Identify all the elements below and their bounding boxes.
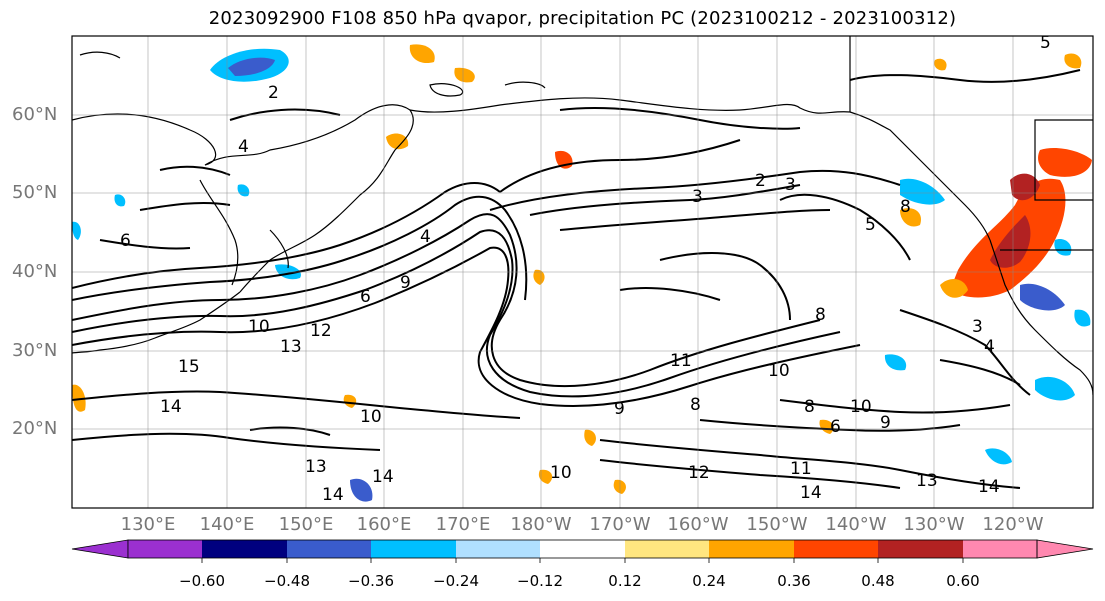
precip-negative-shading [72, 48, 1091, 502]
contour-label: 4 [238, 137, 249, 157]
colorbar-tick-label: −0.48 [264, 572, 310, 590]
colorbar-tick-label: −0.24 [433, 572, 479, 590]
colorbar-bin [794, 540, 878, 558]
lon-label: 140°E [199, 514, 255, 535]
contour-labels: 2 4 3 2 3 5 8 6 4 6 9 10 12 13 15 14 10 … [120, 33, 1051, 505]
colorbar-bin [709, 540, 794, 558]
lon-label: 140°W [825, 514, 887, 535]
contour-label: 14 [160, 397, 182, 417]
contour-label: 14 [372, 467, 394, 487]
colorbar-bin [963, 540, 1037, 558]
colorbar-tick-label: 0.24 [692, 572, 726, 590]
contour-label: 3 [972, 317, 983, 337]
colorbar-bin [287, 540, 371, 558]
lat-label: 40°N [12, 261, 58, 282]
contour-label: 10 [248, 317, 270, 337]
lon-label: 160°W [667, 514, 729, 535]
lon-label: 170°W [589, 514, 651, 535]
colorbar [71, 539, 1094, 563]
contour-label: 4 [984, 337, 995, 357]
contour-label: 5 [1040, 33, 1051, 53]
contour-label: 11 [790, 459, 812, 479]
colorbar-tick-label: −0.12 [517, 572, 563, 590]
coastlines [72, 36, 1093, 396]
contour-label: 13 [305, 457, 327, 477]
contour-label: 3 [785, 175, 796, 195]
contour-label: 13 [916, 471, 938, 491]
contour-label: 12 [310, 321, 332, 341]
contour-label: 11 [670, 351, 692, 371]
contour-label: 8 [804, 397, 815, 417]
map-title: 2023092900 F108 850 hPa qvapor, precipit… [208, 8, 957, 29]
lon-label: 150°E [278, 514, 334, 535]
contour-label: 14 [978, 477, 1000, 497]
colorbar-tick-label: −0.60 [179, 572, 225, 590]
colorbar-tick-label: 0.60 [946, 572, 980, 590]
contour-label: 9 [880, 413, 891, 433]
contour-label: 12 [688, 463, 710, 483]
contour-label: 10 [850, 397, 872, 417]
lat-label: 30°N [12, 340, 58, 361]
colorbar-bin [128, 540, 202, 558]
contour-label: 2 [268, 83, 279, 103]
contour-label: 2 [755, 171, 766, 191]
colorbar-tick-label: 0.36 [777, 572, 811, 590]
contour-label: 8 [690, 395, 701, 415]
colorbar-tick-label: −0.36 [348, 572, 394, 590]
contour-label: 13 [280, 337, 302, 357]
lat-label: 60°N [12, 104, 58, 125]
contour-label: 6 [120, 231, 131, 251]
colorbar-bin [540, 540, 625, 558]
lon-label: 160°E [356, 514, 412, 535]
contour-label: 9 [614, 399, 625, 419]
lat-label: 50°N [12, 182, 58, 203]
contour-label: 5 [865, 215, 876, 235]
qvapor-contours [72, 69, 1081, 489]
contour-label: 4 [420, 227, 431, 247]
contour-label: 3 [692, 187, 703, 207]
contour-label: 9 [400, 273, 411, 293]
lon-label: 120°W [982, 514, 1044, 535]
colorbar-bin [202, 540, 287, 558]
contour-label: 10 [768, 361, 790, 381]
contour-label: 10 [550, 463, 572, 483]
colorbar-tick-label: 0.12 [608, 572, 642, 590]
colorbar-bin [371, 540, 456, 558]
lon-label: 130°W [903, 514, 965, 535]
contour-label: 10 [360, 407, 382, 427]
colorbar-bin [878, 540, 963, 558]
colorbar-extend-min [71, 539, 129, 559]
colorbar-bin [456, 540, 540, 558]
contour-label: 15 [178, 357, 200, 377]
lon-label: 130°E [120, 514, 176, 535]
contour-label: 14 [800, 483, 822, 503]
contour-label: 8 [815, 305, 826, 325]
colorbar-extend-max [1036, 539, 1094, 559]
lon-label: 180°W [510, 514, 572, 535]
lon-label: 170°E [435, 514, 491, 535]
precip-positive-shading [72, 44, 1092, 494]
contour-label: 6 [360, 287, 371, 307]
lat-label: 20°N [12, 418, 58, 439]
map-frame [71, 35, 1094, 509]
contour-label: 6 [830, 417, 841, 437]
contour-label: 8 [900, 197, 911, 217]
graticule [72, 36, 1093, 508]
colorbar-bin [625, 540, 709, 558]
lon-label: 150°W [746, 514, 808, 535]
contour-label: 14 [322, 485, 344, 505]
colorbar-tick-label: 0.48 [861, 572, 895, 590]
